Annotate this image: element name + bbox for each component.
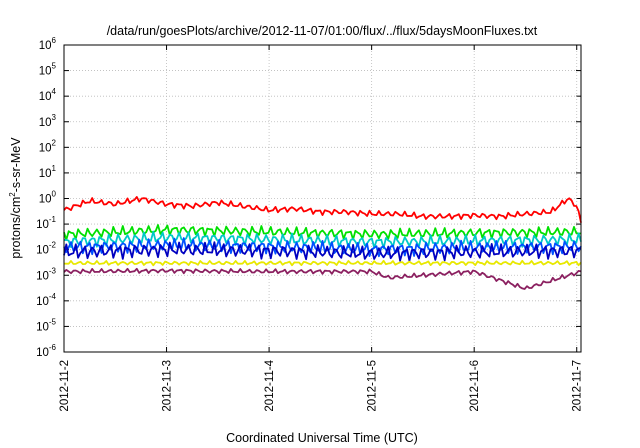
y-tick-base: 10 [36, 270, 49, 282]
y-tick-label: 10-2 [36, 241, 56, 257]
y-tick-label: 102 [39, 138, 57, 154]
y-tick-exponent: 1 [52, 164, 57, 173]
y-tick-base: 10 [36, 296, 49, 308]
grid [63, 44, 581, 353]
y-axis-label-prefix: protons/cm [9, 197, 23, 259]
x-tick-label: 2012-11-7 [572, 360, 584, 412]
y-tick-base: 10 [39, 40, 52, 52]
y-tick-label: 10-6 [36, 343, 56, 359]
y-tick-exponent: -3 [49, 266, 57, 275]
y-tick-base: 10 [36, 321, 49, 333]
y-tick-label: 105 [39, 62, 57, 78]
x-tick-labels: 2012-11-2 2012-11-3 2012-11-4 2012-11-5 2012… [59, 359, 584, 411]
y-tick-labels: 10-610-510-410-310-210-11001011021031041… [36, 36, 56, 359]
x-tick-label: 2012-11-4 [264, 359, 276, 411]
y-tick-base: 10 [36, 219, 49, 231]
series-line [63, 237, 582, 258]
x-tick-label: 2012-11-2 [59, 360, 71, 412]
y-tick-exponent: 5 [52, 62, 57, 71]
y-tick-label: 10-1 [36, 215, 56, 231]
x-axis-label: Coordinated Universal Time (UTC) [226, 431, 418, 445]
series-line [63, 224, 582, 241]
y-axis-label-suffix: -s-sr-MeV [9, 137, 23, 193]
y-tick-exponent: 4 [52, 87, 57, 96]
series-line [63, 259, 582, 267]
y-tick-exponent: -2 [49, 241, 57, 250]
y-tick-label: 104 [39, 87, 57, 103]
y-tick-label: 101 [39, 164, 57, 180]
x-tick-label: 2012-11-3 [162, 360, 174, 412]
plot-frame [63, 44, 582, 353]
y-tick-label: 10-3 [36, 266, 56, 282]
y-tick-exponent: -1 [49, 215, 57, 224]
y-axis-label: protons/cm2-s-sr-MeV [8, 137, 23, 259]
y-tick-label: 10-4 [36, 292, 56, 308]
y-tick-base: 10 [39, 117, 52, 129]
y-tick-exponent: 3 [52, 113, 57, 122]
y-tick-base: 10 [39, 142, 52, 154]
y-tick-exponent: -4 [49, 292, 57, 301]
series-line [63, 241, 582, 262]
series-line [63, 267, 582, 290]
y-tick-label: 103 [39, 113, 57, 129]
y-tick-base: 10 [39, 194, 52, 206]
x-tick-label: 2012-11-6 [469, 360, 481, 412]
y-tick-exponent: 6 [52, 36, 57, 45]
y-tick-label: 100 [39, 190, 57, 206]
chart-title: /data/run/goesPlots/archive/2012-11-07/0… [107, 24, 538, 38]
y-tick-base: 10 [39, 66, 52, 78]
y-tick-base: 10 [39, 168, 52, 180]
y-axis-label-sup: 2 [8, 192, 17, 197]
y-tick-label: 10-5 [36, 317, 56, 333]
y-tick-exponent: 0 [52, 190, 57, 199]
series-line [63, 195, 582, 223]
x-tick-label: 2012-11-5 [367, 360, 379, 412]
y-tick-base: 10 [36, 245, 49, 257]
y-tick-label: 106 [39, 36, 57, 52]
y-tick-exponent: 2 [52, 138, 57, 147]
y-tick-base: 10 [39, 91, 52, 103]
y-tick-exponent: -5 [49, 317, 57, 326]
series-group [63, 195, 582, 290]
y-tick-base: 10 [36, 347, 49, 359]
y-tick-exponent: -6 [49, 343, 57, 352]
